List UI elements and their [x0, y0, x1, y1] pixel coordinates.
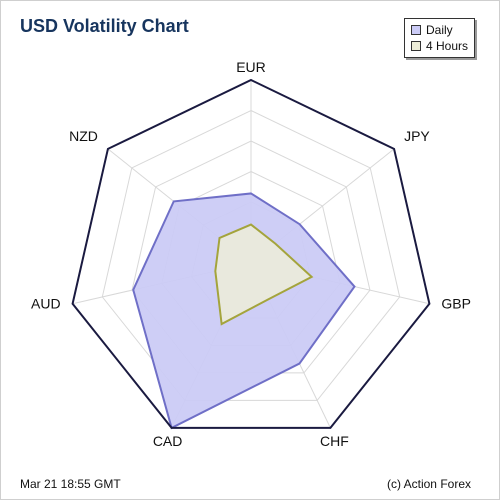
legend-label-4-hours: 4 Hours — [426, 39, 469, 53]
axis-label-jpy: JPY — [404, 128, 430, 144]
axis-label-cad: CAD — [153, 433, 183, 449]
legend: Daily 4 Hours — [404, 18, 475, 58]
axis-label-gbp: GBP — [441, 296, 471, 312]
legend-swatch-daily — [411, 25, 421, 35]
legend-swatch-4-hours — [411, 41, 421, 51]
axis-label-nzd: NZD — [69, 128, 98, 144]
footer-timestamp: Mar 21 18:55 GMT — [20, 477, 121, 491]
axis-label-eur: EUR — [236, 59, 266, 75]
footer-credit: (c) Action Forex — [386, 477, 471, 491]
grid-ring-5 — [101, 109, 401, 401]
axis-label-chf: CHF — [320, 433, 349, 449]
legend-item-daily: Daily — [411, 22, 474, 38]
chart-title: USD Volatility Chart — [20, 16, 189, 36]
legend-item-4-hours: 4 Hours — [411, 38, 474, 54]
series-4-hours-area — [214, 223, 314, 326]
axis-label-aud: AUD — [31, 296, 61, 312]
outer-border — [71, 78, 431, 429]
legend-label-daily: Daily — [426, 23, 453, 37]
